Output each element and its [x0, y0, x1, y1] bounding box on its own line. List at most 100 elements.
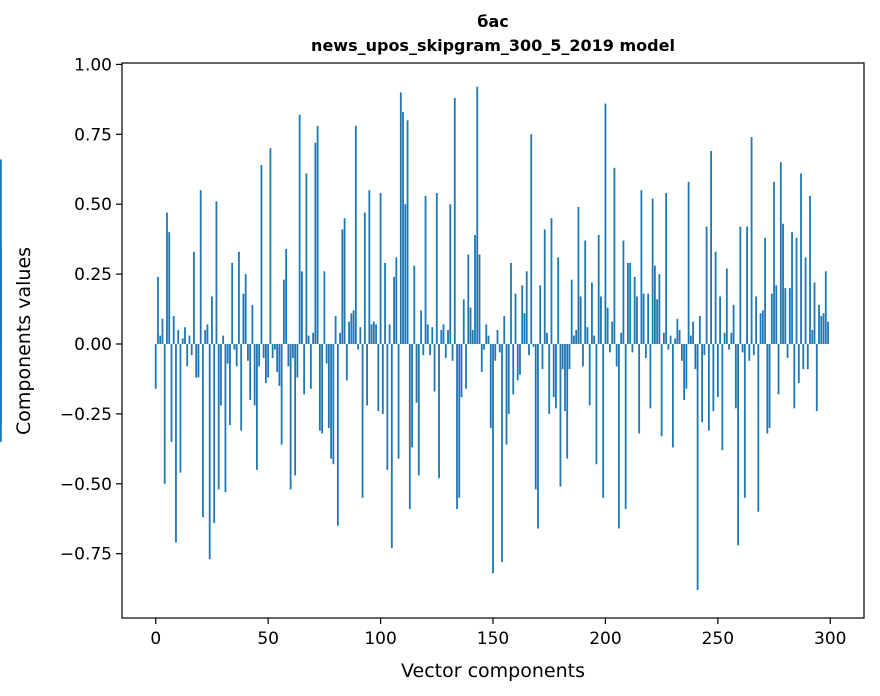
- bar-77: [327, 343, 330, 428]
- bar-73: [318, 343, 321, 431]
- bar-275: [773, 181, 775, 344]
- bar-39: [242, 293, 245, 344]
- bar-256: [730, 332, 733, 344]
- bar-220: [649, 343, 652, 409]
- bar-63: [296, 343, 299, 378]
- bar-216: [640, 190, 643, 344]
- bar-254: [725, 268, 728, 344]
- bar-272: [766, 343, 769, 434]
- bar-76: [325, 343, 328, 364]
- bar-35: [233, 343, 236, 350]
- bar-undefined: [0, 159, 2, 344]
- x-tick-label: 300: [814, 629, 846, 649]
- bar-135: [458, 343, 461, 498]
- bar-248: [712, 343, 715, 412]
- y-tick-label: −0.25: [60, 405, 112, 425]
- bar-undefined: [0, 343, 2, 375]
- bar-219: [647, 293, 650, 344]
- bar-192: [586, 327, 589, 344]
- bar-43: [251, 304, 254, 344]
- bar-79: [332, 343, 335, 465]
- bar-127: [440, 330, 443, 344]
- bar-193: [588, 343, 591, 406]
- bar-130: [447, 330, 449, 344]
- bar-105: [390, 343, 393, 549]
- bar-97: [372, 321, 375, 344]
- bar-180: [559, 343, 562, 487]
- bar-224: [658, 274, 661, 344]
- bar-14: [186, 343, 189, 367]
- bar-7: [170, 343, 173, 442]
- bar-236: [685, 343, 688, 389]
- bar-133: [453, 97, 456, 344]
- bar-66: [303, 343, 306, 395]
- bar-59: [287, 343, 290, 367]
- bar-229: [669, 335, 672, 344]
- bar-145: [480, 343, 483, 372]
- bar-235: [683, 343, 686, 400]
- bar-103: [386, 343, 389, 470]
- bar-152: [496, 330, 499, 344]
- bar-78: [330, 343, 333, 459]
- bar-194: [591, 282, 593, 344]
- bar-75: [323, 271, 326, 344]
- bar-53: [274, 343, 276, 350]
- bar-176: [550, 218, 553, 344]
- bar-80: [334, 316, 337, 344]
- bar-undefined: [0, 335, 2, 344]
- bars-group: [0, 86, 829, 591]
- bar-232: [676, 318, 679, 344]
- bar-173: [543, 229, 546, 344]
- bar-138: [465, 343, 467, 389]
- bar-113: [408, 343, 411, 509]
- bar-218: [645, 343, 647, 358]
- bar-15: [188, 335, 191, 344]
- y-tick-label: 0.25: [74, 265, 112, 285]
- bar-274: [770, 293, 773, 344]
- bar-294: [815, 343, 818, 412]
- bar-198: [600, 296, 602, 344]
- bar-129: [444, 343, 447, 358]
- bar-92: [361, 343, 364, 498]
- x-tick-label: 0: [150, 629, 161, 649]
- bar-157: [507, 343, 510, 414]
- bar-201: [606, 307, 609, 344]
- bar-5: [166, 212, 168, 344]
- bar-206: [618, 343, 620, 529]
- bar-249: [714, 251, 717, 344]
- x-tick-label: 150: [477, 629, 509, 649]
- bar-85: [345, 343, 348, 381]
- bar-100: [379, 193, 382, 344]
- bar-172: [541, 343, 544, 370]
- bar-119: [422, 343, 425, 356]
- x-tick-label: 250: [702, 629, 734, 649]
- x-tick-label: 100: [364, 629, 396, 649]
- bar-13: [184, 327, 186, 344]
- bar-4: [163, 343, 166, 484]
- bar-139: [467, 254, 470, 344]
- bar-156: [505, 343, 508, 445]
- bar-163: [521, 285, 524, 344]
- y-axis: −0.75 −0.50 −0.25 0.00 0.25 0.50 0.75 1.00: [60, 55, 122, 565]
- bar-273: [768, 343, 771, 428]
- bar-164: [523, 313, 526, 344]
- bar-185: [570, 279, 573, 344]
- bar-10: [177, 330, 180, 344]
- bar-96: [370, 324, 373, 344]
- bar-231: [674, 338, 677, 344]
- bar-268: [757, 343, 760, 512]
- x-axis: 0 50 100 150 200 250 300: [150, 618, 846, 649]
- bar-undefined: [0, 251, 2, 344]
- bar-287: [800, 173, 802, 344]
- bar-250: [716, 343, 719, 398]
- bar-24: [208, 343, 211, 560]
- y-tick-label: 1.00: [74, 55, 112, 75]
- bar-93: [363, 212, 366, 344]
- bar-36: [235, 343, 238, 367]
- bar-288: [802, 343, 805, 370]
- bar-112: [406, 120, 409, 344]
- bar-70: [312, 332, 315, 344]
- bar-169: [534, 343, 537, 490]
- bar-114: [411, 343, 413, 448]
- bar-60: [289, 343, 292, 490]
